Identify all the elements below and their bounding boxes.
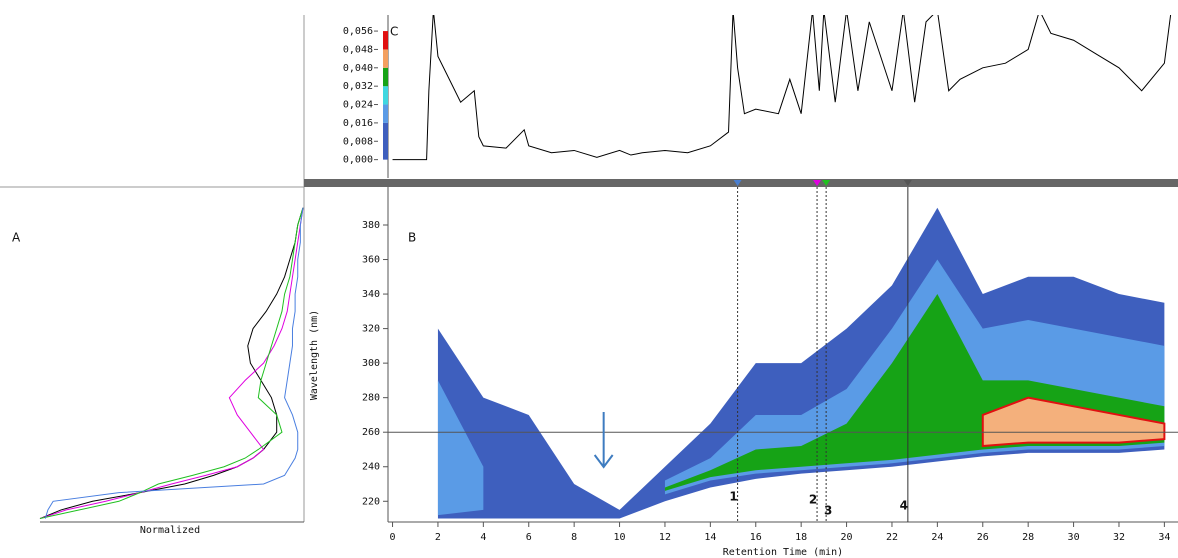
- y-tick-label: 0,000: [343, 155, 373, 166]
- x-tick-label: 32: [1113, 532, 1125, 543]
- colorbar-segment: [383, 31, 388, 50]
- colorbar-segment: [383, 67, 388, 87]
- x-tick-label: 30: [1068, 532, 1080, 543]
- marker-label: 1: [729, 490, 737, 504]
- x-tick-label: 22: [886, 532, 898, 543]
- marker-label: 4: [900, 499, 908, 513]
- panel-label: C: [390, 25, 398, 39]
- panel-label: B: [408, 231, 416, 245]
- y-tick-label: 340: [362, 289, 380, 300]
- marker-label: 3: [824, 504, 832, 518]
- y-tick-label: 260: [362, 427, 380, 438]
- plot-area: [437, 207, 1166, 519]
- x-tick-label: 28: [1022, 532, 1034, 543]
- contour-band: [437, 380, 484, 516]
- y-tick-label: 360: [362, 255, 380, 266]
- colorbar-segment: [383, 49, 388, 68]
- panel-label: A: [12, 231, 21, 245]
- marker-triangle: [813, 180, 822, 186]
- spectrum-line: [39, 207, 304, 520]
- marker-triangle: [733, 180, 742, 186]
- y-tick-label: 0,008: [343, 136, 373, 147]
- colorbar-segment: [383, 86, 388, 105]
- y-tick-label: 0,032: [343, 81, 373, 92]
- chromatogram-line: [392, 15, 1172, 161]
- y-tick-label: 300: [362, 358, 380, 369]
- x-tick-label: 4: [480, 532, 486, 543]
- x-tick-label: 10: [614, 532, 626, 543]
- axis-title: Wavelength (nm): [309, 310, 320, 400]
- y-tick-label: 280: [362, 393, 380, 404]
- y-tick-label: 380: [362, 220, 380, 231]
- x-tick-label: 14: [704, 532, 716, 543]
- arrow: [593, 412, 614, 469]
- x-tick-label: 26: [977, 532, 989, 543]
- marker-triangle: [903, 180, 912, 186]
- x-tick-label: 8: [571, 532, 577, 543]
- y-tick-label: 0,024: [343, 100, 373, 111]
- y-tick-label: 0,048: [343, 44, 373, 55]
- y-tick-label: 240: [362, 462, 380, 473]
- marker-triangle: [822, 180, 831, 186]
- x-tick-label: 0: [390, 532, 396, 543]
- x-tick-label: 2: [435, 532, 441, 543]
- axis-title: Retention Time (min): [723, 547, 843, 558]
- spectrum-line: [39, 207, 304, 520]
- spectrum-line: [44, 207, 304, 519]
- plot-area: [392, 15, 1172, 161]
- spectrum-line: [39, 207, 304, 520]
- marker-label: 2: [809, 493, 817, 507]
- marker-bar: [304, 179, 1178, 187]
- x-tick-label: 12: [659, 532, 671, 543]
- x-tick-label: 20: [841, 532, 853, 543]
- colorbar-segment: [383, 104, 388, 123]
- x-tick-label: 34: [1158, 532, 1170, 543]
- x-tick-label: 16: [750, 532, 762, 543]
- axis-title: Normalized: [140, 525, 200, 536]
- y-tick-label: 220: [362, 496, 380, 507]
- y-tick-label: 320: [362, 324, 380, 335]
- x-tick-label: 18: [795, 532, 807, 543]
- colorbar-segment: [383, 122, 388, 160]
- x-tick-label: 6: [526, 532, 532, 543]
- y-tick-label: 0,016: [343, 118, 373, 129]
- contour-band: [981, 396, 1166, 448]
- y-tick-label: 0,040: [343, 63, 373, 74]
- x-tick-label: 24: [931, 532, 943, 543]
- y-tick-label: 0,056: [343, 26, 373, 37]
